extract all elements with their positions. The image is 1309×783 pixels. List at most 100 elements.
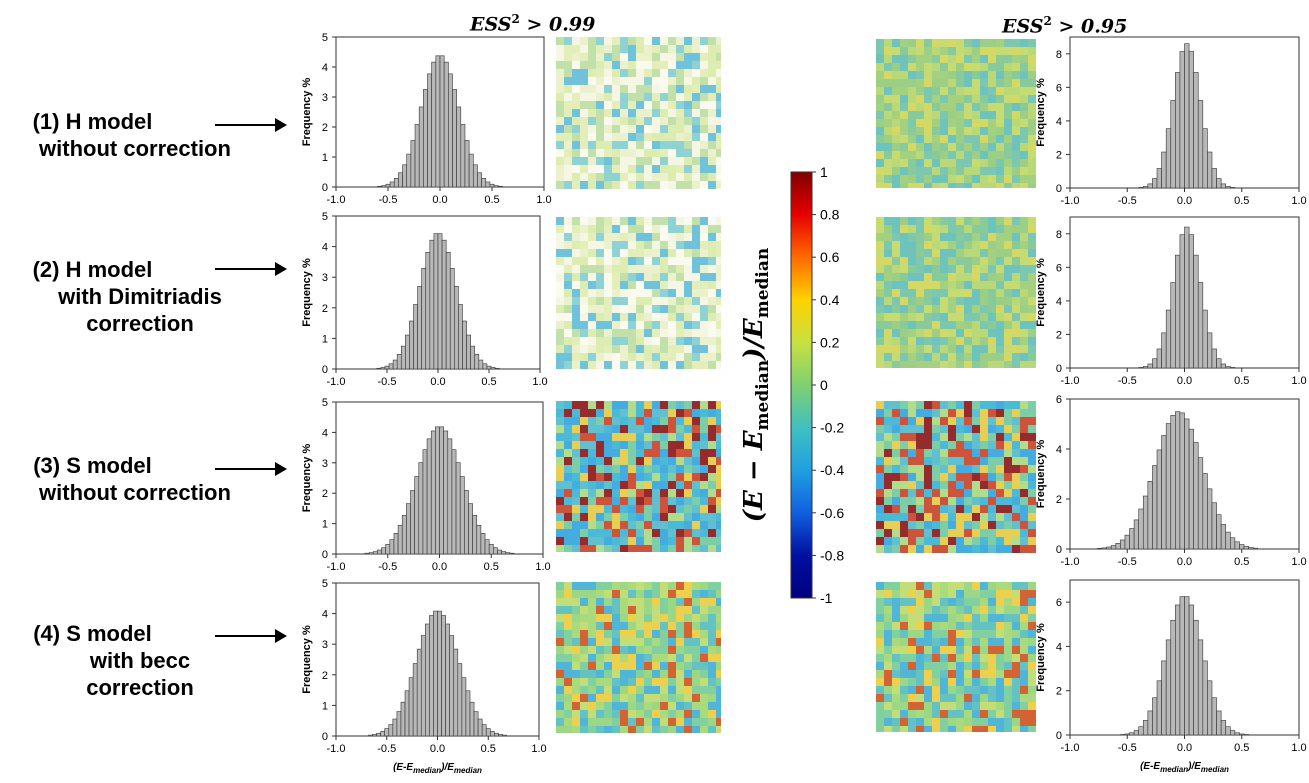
map-cell — [644, 345, 652, 353]
map-cell — [668, 313, 676, 321]
map-cell — [716, 473, 721, 481]
map-cell — [556, 45, 564, 53]
map-cell — [996, 401, 1004, 409]
map-cell — [988, 513, 996, 521]
map-cell — [676, 582, 684, 590]
histogram-bar — [1193, 72, 1199, 189]
map-cell — [580, 141, 588, 149]
map-cell — [700, 173, 708, 181]
x-tick-label: -1.0 — [327, 561, 346, 573]
histogram-bar — [368, 734, 373, 737]
map-cell — [604, 481, 612, 489]
map-cell — [948, 606, 956, 614]
map-cell — [996, 630, 1004, 638]
map-cell — [692, 521, 700, 529]
map-cell — [572, 265, 580, 273]
map-cell — [716, 702, 721, 710]
map-cell — [1028, 257, 1036, 265]
map-cell — [620, 37, 628, 45]
map-cell — [1012, 590, 1020, 598]
map-cell — [980, 537, 988, 545]
map-cell — [1012, 95, 1020, 103]
map-cell — [612, 702, 620, 710]
map-cell — [892, 79, 900, 87]
map-cell — [588, 37, 596, 45]
map-cell — [972, 329, 980, 337]
map-cell — [908, 409, 916, 417]
map-cell — [652, 85, 660, 93]
map-cell — [932, 297, 940, 305]
histogram-bar — [489, 731, 495, 737]
map-cell — [628, 598, 636, 606]
map-cell — [660, 529, 668, 537]
map-cell — [996, 670, 1004, 678]
map-cell — [1012, 143, 1020, 151]
map-cell — [700, 710, 708, 718]
map-cell — [604, 694, 612, 702]
map-cell — [652, 45, 660, 53]
colorbar: 10.80.60.40.20-0.2-0.4-0.6-0.8-1(E − Eme… — [739, 164, 844, 606]
map-cell — [876, 39, 884, 47]
map-cell — [588, 109, 596, 117]
map-cell — [1028, 529, 1036, 537]
map-cell — [916, 151, 924, 159]
histogram-bar — [497, 549, 502, 555]
map-cell — [916, 353, 924, 361]
map-cell — [940, 119, 948, 127]
map-cell — [884, 662, 892, 670]
map-cell — [668, 598, 676, 606]
map-cell — [556, 686, 564, 694]
map-cell — [588, 281, 596, 289]
map-cell — [564, 109, 572, 117]
map-cell — [612, 497, 620, 505]
map-cell — [924, 87, 932, 95]
map-cell — [676, 473, 684, 481]
map-cell — [564, 678, 572, 686]
map-cell — [636, 513, 644, 521]
map-cell — [1004, 726, 1012, 732]
map-cell — [884, 449, 892, 457]
map-cell — [668, 297, 676, 305]
map-cell — [588, 265, 596, 273]
map-cell — [1028, 622, 1036, 630]
map-cell — [940, 71, 948, 79]
map-cell — [588, 537, 596, 545]
map-cell — [700, 361, 708, 369]
map-cell — [708, 686, 716, 694]
map-cell — [580, 225, 588, 233]
map-cell — [980, 225, 988, 233]
map-cell — [1020, 95, 1028, 103]
map-cell — [916, 79, 924, 87]
map-cell — [1012, 241, 1020, 249]
map-cell — [692, 449, 700, 457]
map-cell — [956, 167, 964, 175]
map-cell — [644, 353, 652, 361]
map-cell — [1004, 289, 1012, 297]
map-cell — [908, 159, 916, 167]
map-cell — [708, 173, 716, 181]
map-cell — [1004, 63, 1012, 71]
map-cell — [708, 321, 716, 329]
map-cell — [916, 590, 924, 598]
map-cell — [684, 449, 692, 457]
map-cell — [1004, 281, 1012, 289]
map-cell — [956, 654, 964, 662]
map-cell — [956, 417, 964, 425]
map-cell — [972, 87, 980, 95]
map-cell — [620, 273, 628, 281]
map-cell — [996, 662, 1004, 670]
map-cell — [1004, 417, 1012, 425]
map-cell — [708, 622, 716, 630]
map-cell — [628, 37, 636, 45]
map-cell — [716, 165, 721, 173]
map-cell — [892, 598, 900, 606]
map-cell — [628, 69, 636, 77]
map-cell — [892, 702, 900, 710]
map-cell — [676, 69, 684, 77]
map-cell — [956, 175, 964, 183]
map-cell — [996, 718, 1004, 726]
map-cell — [580, 598, 588, 606]
map-cell — [556, 337, 564, 345]
map-cell — [572, 622, 580, 630]
